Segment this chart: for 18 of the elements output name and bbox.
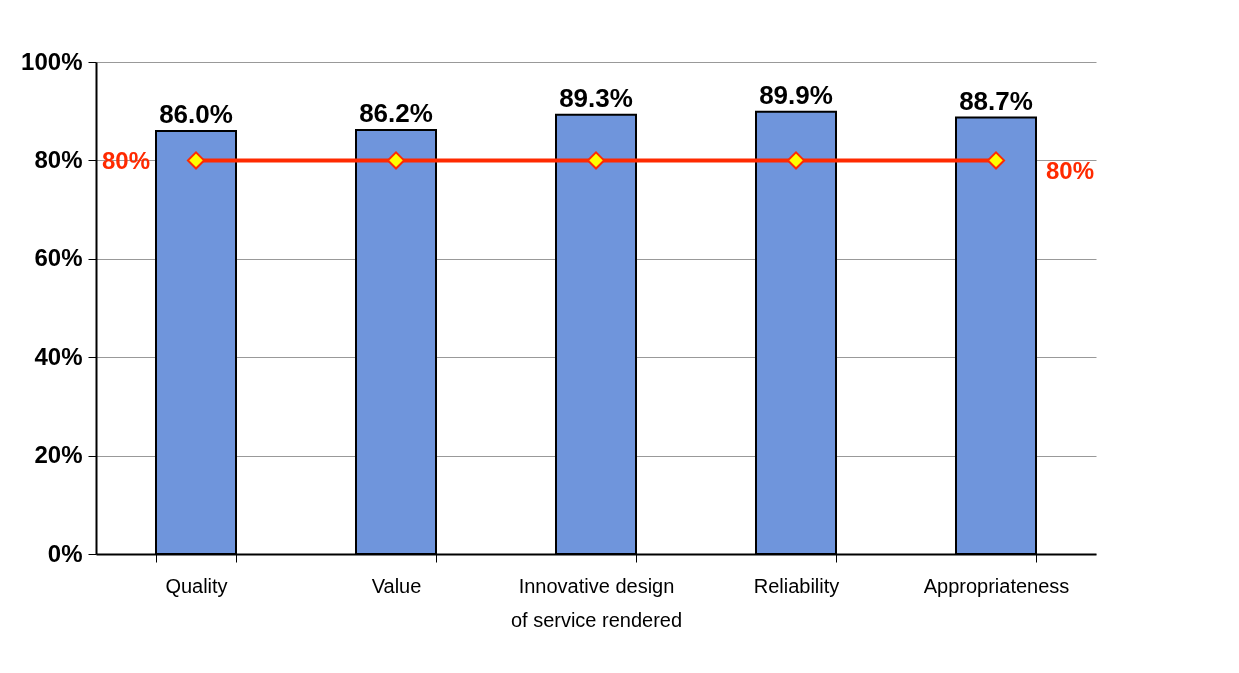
y-tick-label: 40% [34, 342, 83, 370]
y-tick-label: 0% [47, 539, 83, 567]
x-tick-label: Appropriateness [923, 574, 1070, 597]
y-tick-label: 60% [34, 244, 83, 272]
x-tick-label: Value [371, 574, 422, 597]
y-tick-label: 20% [34, 441, 83, 469]
data-label: 88.7% [959, 85, 1033, 116]
data-label: 80% [1046, 157, 1095, 185]
data-label: 86.2% [359, 97, 433, 128]
x-tick-label: Innovative design of service rendered [510, 574, 683, 631]
y-tick-label: 80% [34, 145, 83, 173]
y-tick-label: 100% [21, 47, 83, 75]
data-label: 89.3% [559, 82, 633, 113]
data-label: 86.0% [159, 98, 233, 129]
x-tick-label: Reliability [753, 574, 840, 597]
x-tick-label: Quality [165, 574, 228, 597]
data-label: 89.9% [759, 79, 833, 110]
data-label: 80% [101, 147, 150, 175]
